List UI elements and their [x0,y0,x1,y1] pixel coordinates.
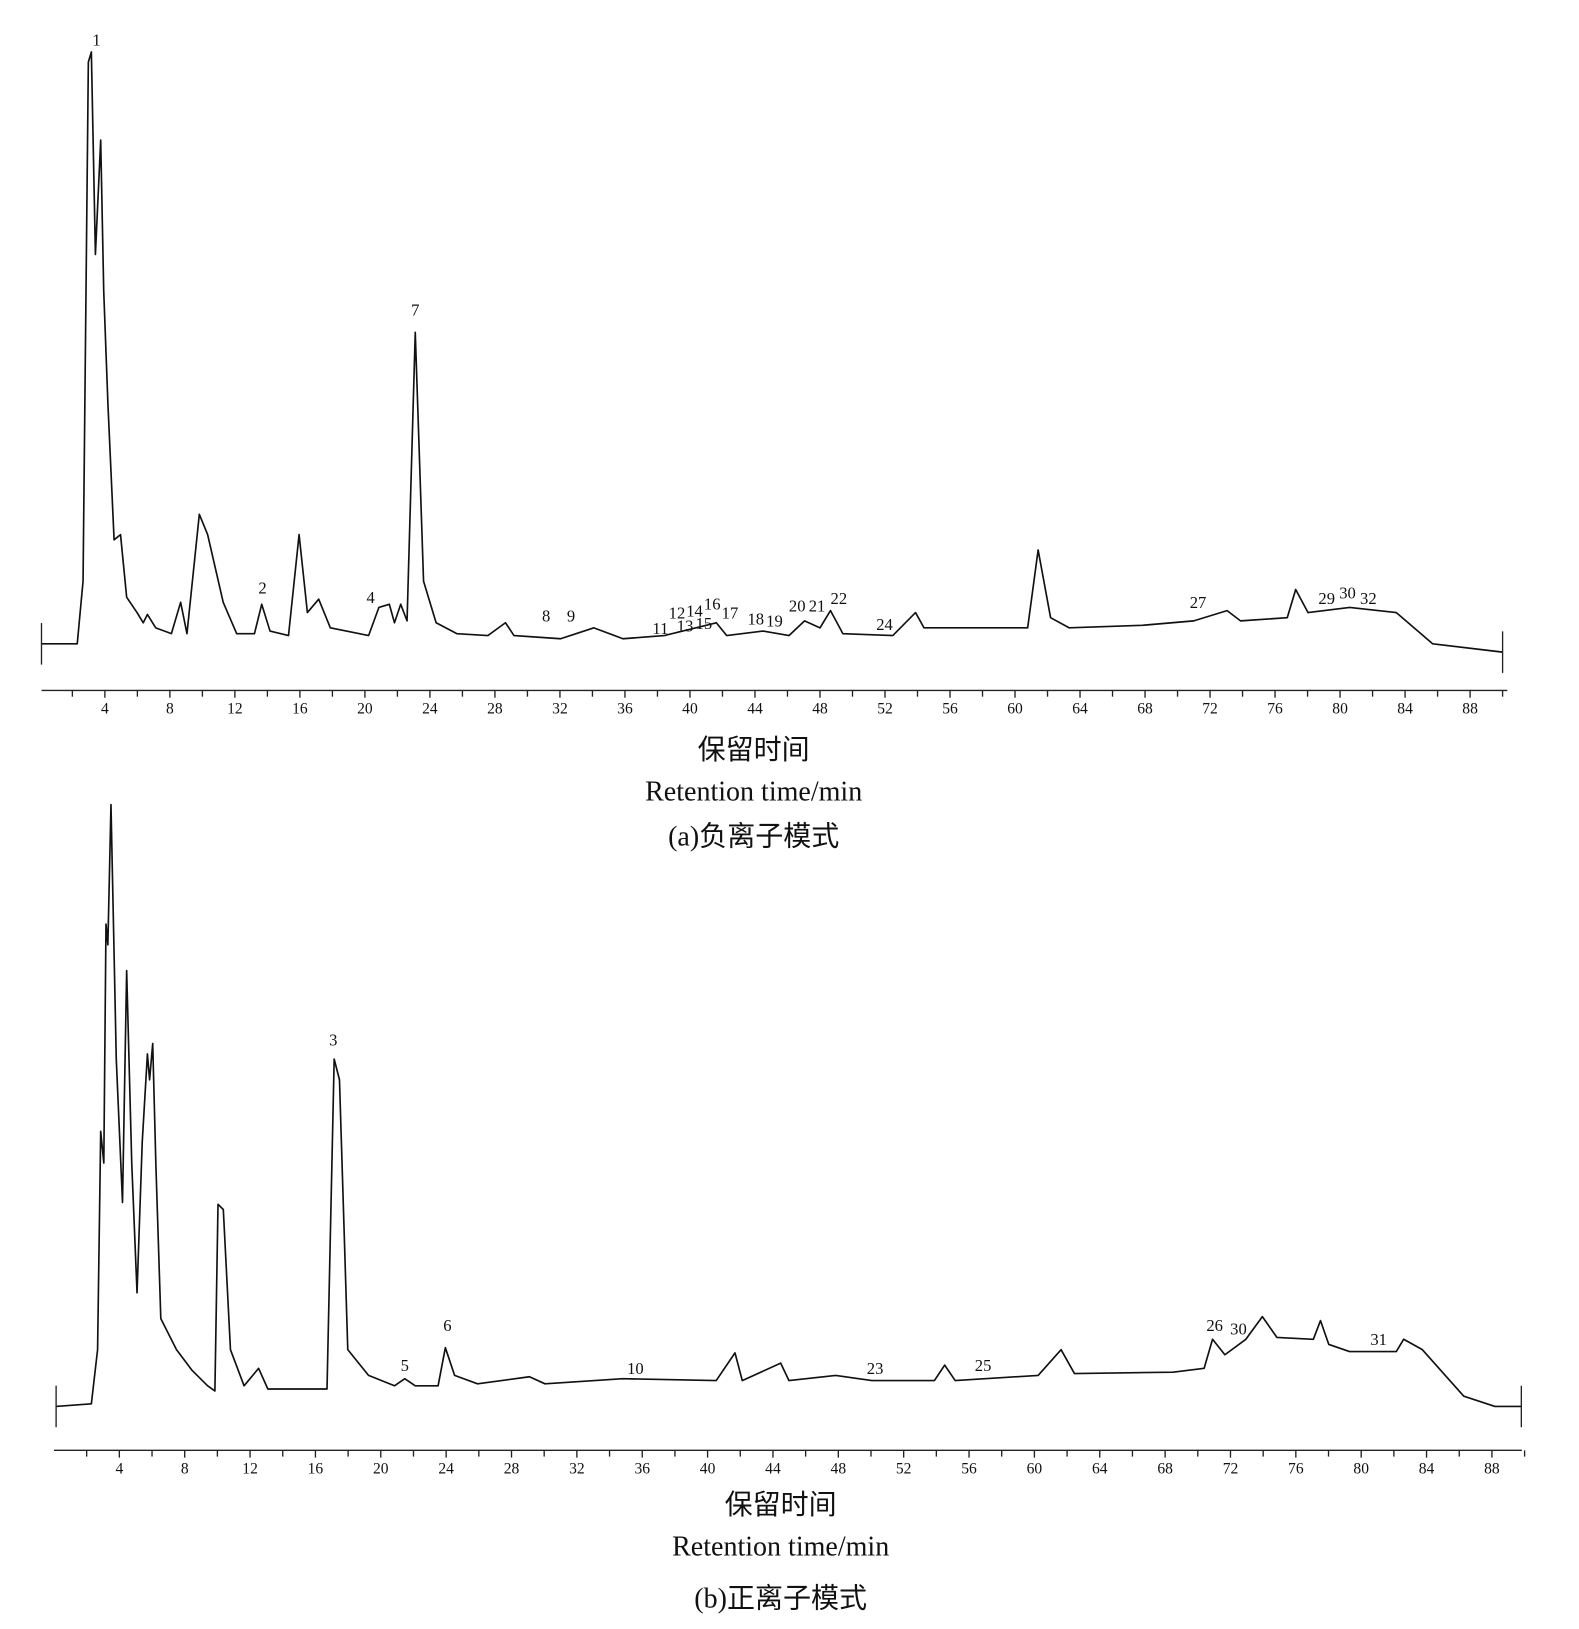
x-label-en: Retention time/min [645,777,862,808]
x-tick-label: 24 [422,701,438,718]
x-tick-label: 4 [101,701,109,718]
x-tick-label: 28 [487,701,503,718]
peak-label: 10 [627,1359,644,1378]
peak-label: 24 [876,615,893,634]
x-tick-label: 84 [1397,701,1413,718]
x-tick-label: 88 [1462,701,1478,718]
peak-label: 9 [567,606,575,625]
x-label-en: Retention time/min [672,1531,889,1562]
x-tick-label: 8 [166,701,174,718]
x-tick-label: 20 [357,701,373,718]
x-tick-label: 76 [1288,1461,1304,1478]
x-tick-label: 80 [1353,1461,1369,1478]
peak-label: 16 [704,594,721,613]
x-tick-label: 36 [634,1461,650,1478]
x-label: 保留时间 [725,1489,837,1521]
peak-label: 13 [677,617,694,636]
x-tick-label: 16 [308,1461,324,1478]
x-tick-label: 64 [1092,1461,1108,1478]
x-tick-label: 84 [1419,1461,1435,1478]
x-tick-label: 40 [682,701,698,718]
peak-label: 1 [92,31,100,50]
x-tick-label: 44 [765,1461,781,1478]
x-tick-label: 80 [1332,701,1348,718]
x-tick-label: 32 [569,1461,585,1478]
trace [55,803,1522,1408]
x-tick-label: 68 [1137,701,1153,718]
x-tick-label: 56 [961,1461,977,1478]
x-tick-label: 72 [1202,701,1218,718]
x-tick-label: 52 [877,701,893,718]
peak-label: 21 [809,596,826,615]
x-tick-label: 12 [227,701,243,718]
peak-label: 18 [747,610,764,629]
peak-label: 31 [1370,1330,1387,1349]
peak-label: 2 [258,578,266,597]
x-tick-label: 40 [700,1461,716,1478]
peak-label: 3 [329,1030,337,1049]
x-tick-label: 48 [831,1461,847,1478]
peak-label: 4 [366,588,375,607]
x-tick-label: 4 [115,1461,123,1478]
peak-label: 6 [443,1316,451,1335]
x-tick-label: 20 [373,1461,389,1478]
peak-label: 29 [1318,589,1335,608]
x-tick-label: 60 [1027,1461,1043,1478]
x-tick-label: 36 [617,701,633,718]
x-tick-label: 56 [942,701,958,718]
x-tick-label: 68 [1157,1461,1173,1478]
peak-label: 15 [696,614,713,633]
x-tick-label: 28 [504,1461,520,1478]
peak-label: 25 [975,1356,992,1375]
x-tick-label: 60 [1007,701,1023,718]
x-tick-label: 24 [438,1461,454,1478]
x-tick-label: 88 [1484,1461,1500,1478]
x-tick-label: 72 [1223,1461,1239,1478]
peak-label: 17 [722,603,739,622]
peak-label: 22 [831,589,848,608]
caption: (b)正离子模式 [694,1582,867,1614]
x-tick-label: 52 [896,1461,912,1478]
peak-label: 30 [1230,1320,1247,1339]
x-tick-label: 48 [812,701,828,718]
peak-label: 5 [401,1356,409,1375]
peak-label: 30 [1339,583,1356,602]
x-label: 保留时间 [698,734,810,766]
peak-label: 8 [542,606,550,625]
caption: (a)负离子模式 [668,820,839,852]
peak-label: 19 [766,612,783,631]
peak-label: 26 [1206,1316,1223,1335]
x-tick-label: 64 [1072,701,1088,718]
peak-label: 23 [867,1359,884,1378]
peak-label: 12 [669,603,686,622]
peak-label: 32 [1360,589,1377,608]
peak-label: 11 [652,619,668,638]
trace [41,51,1503,653]
x-tick-label: 12 [242,1461,258,1478]
x-tick-label: 8 [181,1461,189,1478]
x-tick-label: 44 [747,701,763,718]
peak-label: 14 [686,601,703,620]
x-tick-label: 76 [1267,701,1283,718]
x-tick-label: 16 [292,701,308,718]
x-tick-label: 32 [552,701,568,718]
peak-label: 27 [1190,593,1207,612]
peak-label: 20 [789,596,806,615]
peak-label: 7 [411,301,419,320]
